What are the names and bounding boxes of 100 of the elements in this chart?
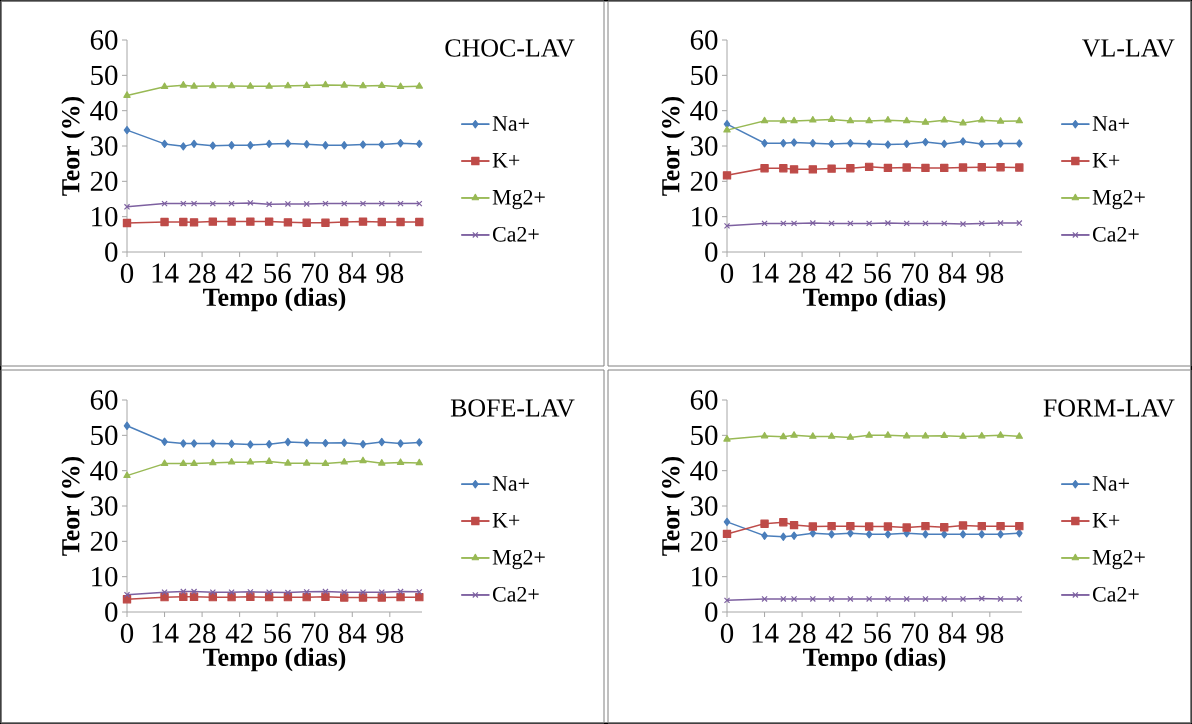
point (190, 439, 198, 448)
point (123, 91, 131, 98)
point (978, 139, 986, 149)
x-tick-label: 0 (720, 623, 734, 644)
point (789, 165, 799, 174)
point (940, 523, 949, 532)
point (161, 437, 168, 446)
point (996, 521, 1005, 531)
point (883, 163, 893, 173)
point (396, 458, 405, 465)
point (827, 521, 836, 531)
point (723, 435, 731, 442)
point (397, 439, 404, 448)
y-tick-label: 20 (690, 531, 718, 552)
point (358, 217, 368, 226)
point (864, 162, 874, 172)
point (227, 81, 236, 89)
point (978, 220, 985, 227)
point (122, 595, 132, 604)
x-tick-label: 70 (902, 263, 929, 284)
point (809, 432, 817, 439)
legend-label: Mg2+ (1092, 549, 1145, 570)
point (179, 459, 188, 467)
point (884, 116, 892, 123)
point (209, 458, 217, 466)
point (723, 125, 731, 133)
legend-label: Ca2+ (1093, 226, 1139, 242)
point (958, 521, 968, 530)
point (340, 593, 349, 602)
x-tick-label: 84 (338, 623, 367, 644)
point (321, 459, 330, 467)
point (359, 81, 367, 89)
point (997, 139, 1004, 148)
y-tick-label: 20 (690, 171, 718, 192)
x-tick-label: 56 (264, 263, 291, 283)
point (396, 217, 405, 227)
point (416, 139, 423, 149)
point (321, 218, 330, 227)
point (284, 589, 292, 596)
point (809, 529, 817, 538)
point (160, 459, 169, 467)
point (1016, 529, 1023, 538)
point (978, 595, 985, 602)
point (190, 588, 198, 595)
point (179, 81, 188, 88)
point (416, 438, 423, 447)
point (265, 139, 273, 149)
point (940, 530, 948, 539)
text: FORM-LAV (1043, 399, 1175, 417)
point (902, 163, 911, 172)
y-axis-title: Teor (%) (61, 456, 85, 556)
point (978, 431, 986, 439)
point (122, 218, 132, 228)
point (723, 597, 731, 604)
point (780, 138, 787, 148)
point (415, 82, 424, 89)
legend-label: Na+ (492, 116, 529, 131)
point (780, 595, 787, 603)
point (789, 520, 799, 530)
point (209, 200, 216, 207)
legend-label: Ca2+ (1093, 586, 1139, 602)
point (302, 218, 311, 227)
point (959, 530, 967, 539)
y-axis-title: Teor (%) (661, 456, 685, 556)
point (922, 530, 929, 539)
x-tick-label: 42 (825, 623, 853, 643)
point (321, 80, 330, 88)
x-tick-label: 42 (225, 263, 253, 283)
point (322, 141, 329, 150)
point (247, 440, 254, 449)
point (790, 531, 798, 540)
point (977, 163, 986, 172)
point (884, 140, 892, 149)
point (265, 439, 273, 449)
point (247, 588, 254, 596)
point (190, 459, 198, 467)
x-tick-label: 42 (825, 263, 853, 283)
x-tick-label: 0 (120, 263, 134, 284)
point (722, 529, 732, 539)
y-tick-label: 30 (690, 496, 718, 516)
point (864, 522, 874, 531)
point (866, 220, 873, 227)
x-tick-label: 56 (864, 263, 891, 283)
point (996, 163, 1005, 172)
point (416, 200, 423, 207)
x-tick-label: 84 (938, 623, 967, 644)
point (190, 200, 198, 207)
y-tick-label: 0 (105, 602, 118, 622)
point (303, 200, 310, 208)
point (303, 588, 310, 596)
point (227, 217, 236, 226)
point (809, 138, 817, 148)
point (123, 421, 131, 431)
point (779, 164, 788, 173)
point (828, 139, 835, 149)
x-tick-label: 84 (938, 263, 967, 284)
point (322, 438, 329, 448)
point (761, 531, 768, 540)
point (179, 217, 188, 227)
x-tick-label: 0 (120, 623, 134, 644)
